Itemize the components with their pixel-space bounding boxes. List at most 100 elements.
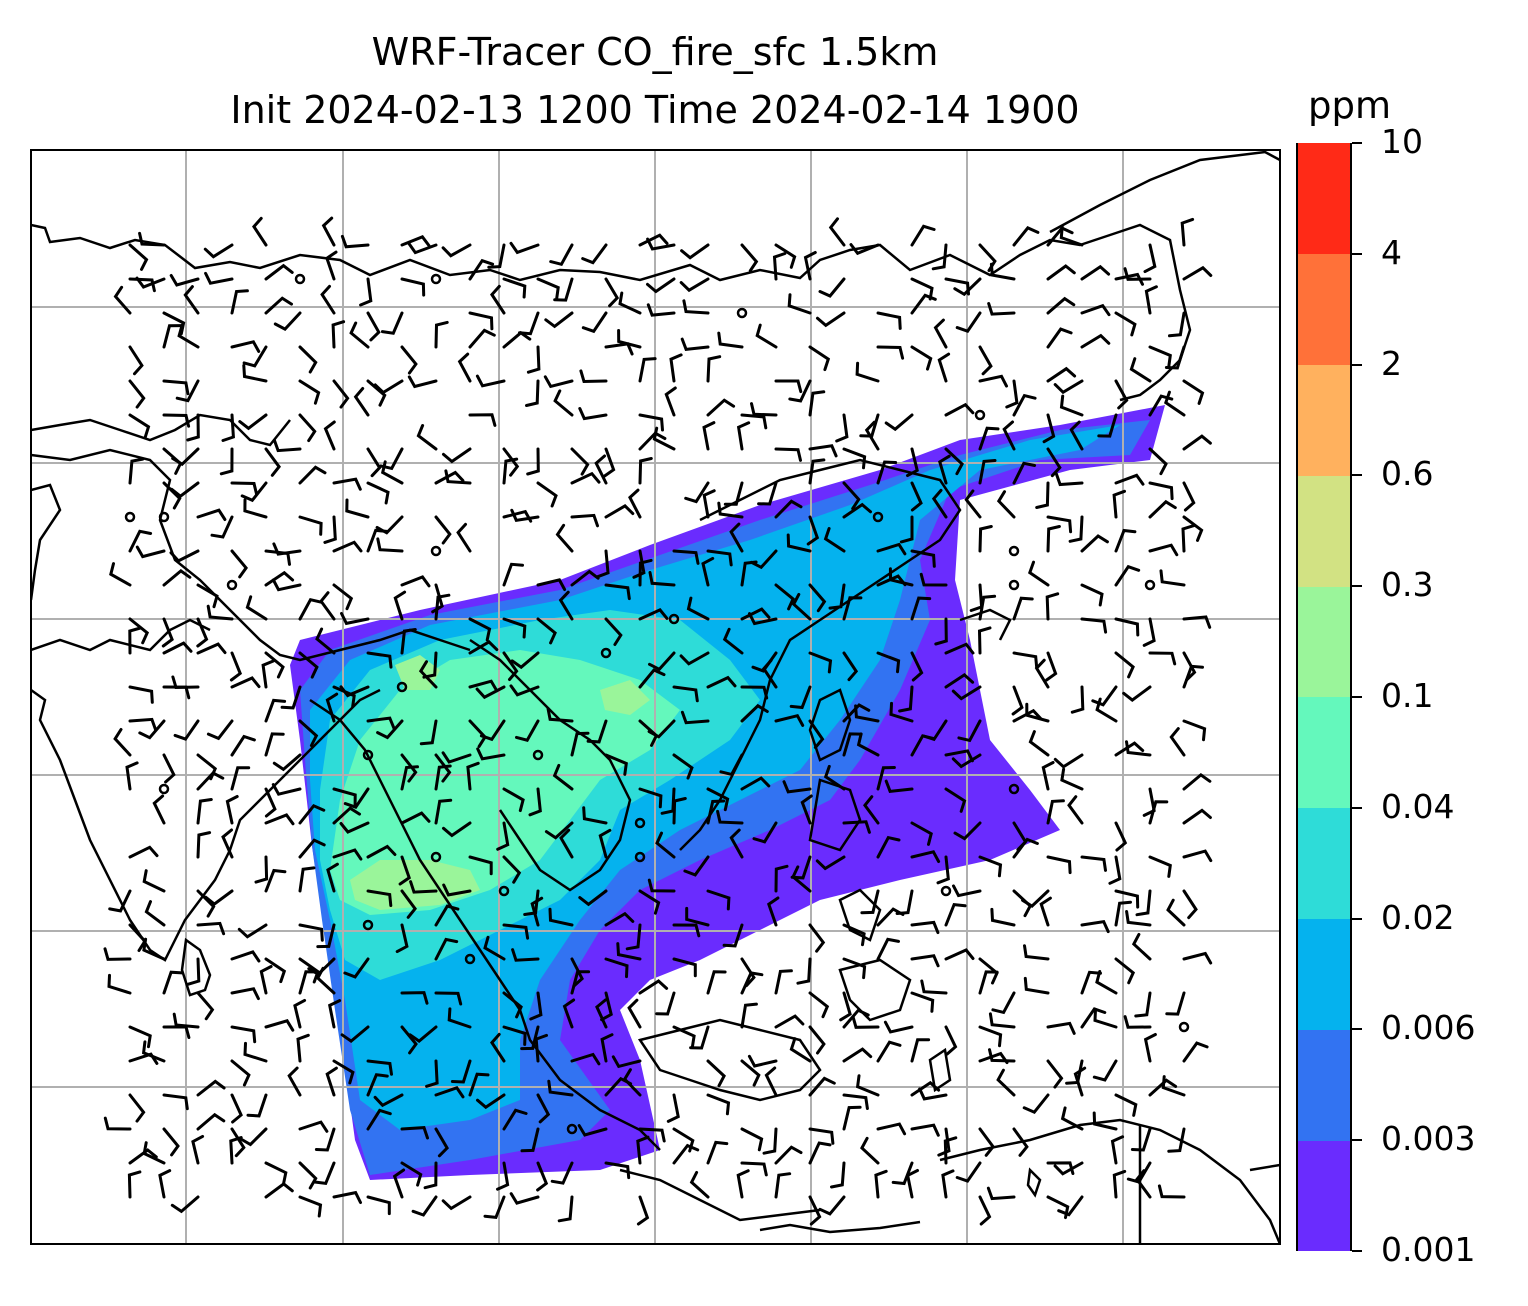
wind-barb-icon: [636, 1135, 650, 1165]
wind-barb-icon: [142, 937, 166, 961]
wind-barb-icon: [1182, 481, 1196, 512]
wind-barb-icon: [854, 704, 880, 723]
wind-barb-icon: [359, 277, 373, 307]
wind-barb-icon: [1041, 761, 1055, 791]
wind-barb-icon: [434, 753, 452, 783]
wind-barb-icon: [298, 465, 327, 485]
wind-barb-icon: [1046, 799, 1065, 825]
wind-barb-icon: [636, 1195, 650, 1226]
wind-barb-icon: [598, 828, 612, 859]
wind-barb-icon: [876, 345, 905, 360]
wind-barb-icon: [1012, 596, 1034, 621]
wind-barb-icon: [210, 515, 234, 539]
wind-barb-icon: [816, 311, 846, 328]
wind-barb-icon: [264, 813, 295, 826]
wind-barb-icon: [152, 794, 166, 825]
wind-barb-icon: [400, 1025, 418, 1055]
wind-barb-icon: [1046, 327, 1073, 349]
wind-barb-icon: [774, 1014, 805, 1029]
wind-barb-icon: [272, 438, 302, 453]
wind-barb-icon: [529, 991, 543, 1021]
wind-barb-icon: [407, 375, 438, 389]
wind-barb-icon: [128, 845, 159, 859]
wind-barb-icon: [502, 457, 519, 485]
wind-barb-icon: [603, 447, 616, 478]
wind-barb-icon: [749, 549, 778, 570]
wind-barb-icon: [839, 991, 852, 1022]
wind-barb-icon: [952, 884, 982, 898]
wind-barb-icon: [177, 323, 200, 349]
wind-barb-icon: [719, 753, 744, 777]
wind-barb-icon: [1143, 1033, 1157, 1063]
calm-wind-icon: [634, 851, 646, 863]
wind-barb-icon: [1073, 1066, 1087, 1097]
wind-barb-icon: [808, 1076, 836, 1097]
wind-barb-icon: [849, 243, 880, 256]
colorbar-tick-label: 0.006: [1381, 1008, 1476, 1048]
wind-barb-icon: [689, 1171, 710, 1199]
wind-barb-icon: [808, 345, 831, 372]
wind-barb-icon: [978, 970, 999, 995]
wind-barb-icon: [604, 277, 620, 308]
wind-barb-icon: [772, 252, 787, 281]
wind-barb-icon: [1067, 795, 1084, 825]
colorbar-bin: [1298, 475, 1350, 587]
wind-barb-icon: [434, 320, 449, 349]
wind-barb-icon: [109, 562, 132, 587]
wind-barb-icon: [570, 569, 600, 587]
wind-barb-icon: [528, 787, 542, 817]
wind-barb-icon: [910, 734, 935, 757]
wind-barb-icon: [774, 864, 789, 893]
wind-barb-icon: [951, 685, 982, 701]
wind-barb-icon: [230, 1093, 243, 1124]
wind-barb-icon: [447, 1007, 472, 1029]
colorbar-bin: [1298, 697, 1350, 809]
wind-barb-icon: [978, 1195, 992, 1226]
wind-barb-icon: [366, 1108, 392, 1131]
wind-barb-icon: [1012, 1127, 1029, 1157]
wind-barb-icon: [510, 651, 540, 670]
wind-barb-icon: [791, 592, 812, 621]
wind-barb-icon: [1144, 285, 1158, 315]
wind-barb-icon: [125, 761, 139, 791]
wind-barb-icon: [162, 324, 182, 349]
wind-barb-icon: [323, 515, 337, 544]
wind-barb-icon: [298, 413, 317, 443]
wind-barb-icon: [1114, 651, 1135, 679]
wind-barb-icon: [544, 311, 574, 329]
wind-barb-icon: [579, 369, 608, 384]
wind-barb-icon: [434, 593, 451, 621]
wind-barb-icon: [955, 1161, 982, 1183]
wind-barb-icon: [1055, 472, 1084, 487]
wind-barb-icon: [808, 991, 830, 1019]
wind-barb-icon: [557, 1195, 574, 1223]
wind-barb-icon: [906, 1169, 919, 1199]
wind-barb-icon: [1053, 1161, 1084, 1176]
wind-barb-icon: [173, 719, 200, 741]
wind-barb-icon: [632, 549, 646, 579]
wind-barb-icon: [808, 923, 826, 953]
wind-barb-icon: [128, 1025, 152, 1049]
wind-barb-icon: [666, 1093, 680, 1123]
wind-barb-icon: [376, 719, 404, 740]
wind-barb-icon: [229, 1136, 243, 1165]
wind-barb-icon: [1110, 1135, 1125, 1165]
wind-barb-icon: [332, 848, 363, 861]
wind-barb-icon: [128, 529, 153, 553]
wind-barb-icon: [604, 753, 628, 776]
wind-barb-icon: [1148, 499, 1177, 519]
wind-barb-icon: [103, 947, 132, 961]
wind-barb-icon: [736, 1169, 750, 1199]
calm-wind-icon: [430, 273, 442, 285]
wind-barb-icon: [400, 765, 419, 791]
wind-barb-icon: [1167, 1127, 1186, 1153]
wind-barb-icon: [910, 1123, 940, 1137]
wind-barb-icon: [944, 402, 975, 417]
wind-barb-icon: [774, 1172, 792, 1199]
wind-barb-icon: [549, 243, 574, 267]
wind-barb-icon: [702, 421, 716, 451]
wind-barb-icon: [204, 271, 234, 285]
wind-barb-icon: [706, 549, 733, 567]
wind-barb-icon: [851, 1015, 880, 1029]
wind-barb-icon: [808, 1127, 835, 1145]
